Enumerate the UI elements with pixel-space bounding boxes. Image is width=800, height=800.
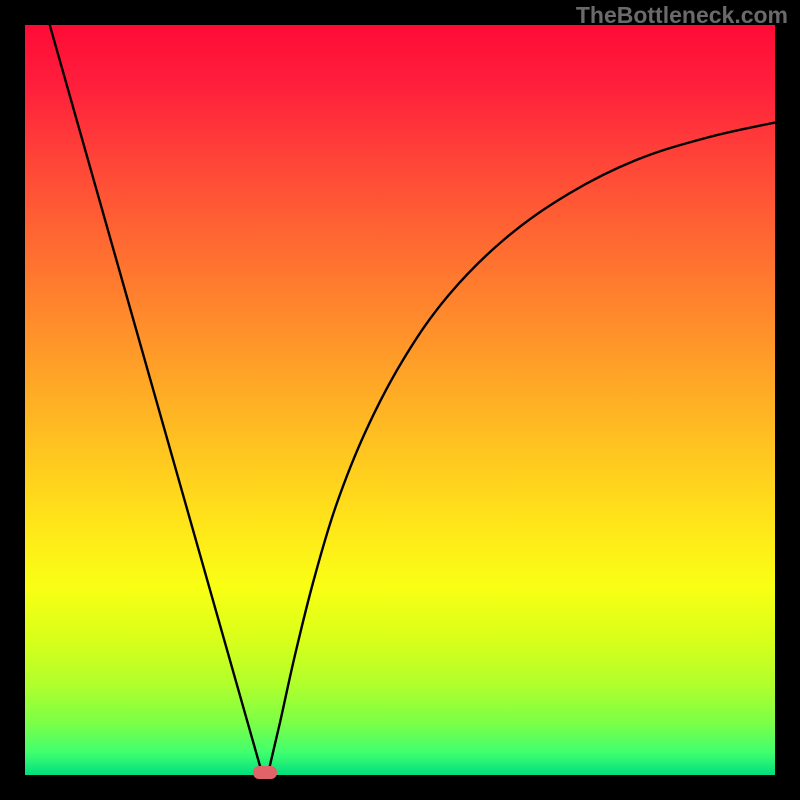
chart-container: TheBottleneck.com (0, 0, 800, 800)
curve-layer (25, 25, 775, 775)
plot-area (25, 25, 775, 775)
curve-right-branch (269, 123, 775, 771)
curve-left-branch (50, 25, 262, 771)
notch-marker (253, 766, 277, 779)
watermark-text: TheBottleneck.com (576, 2, 788, 29)
